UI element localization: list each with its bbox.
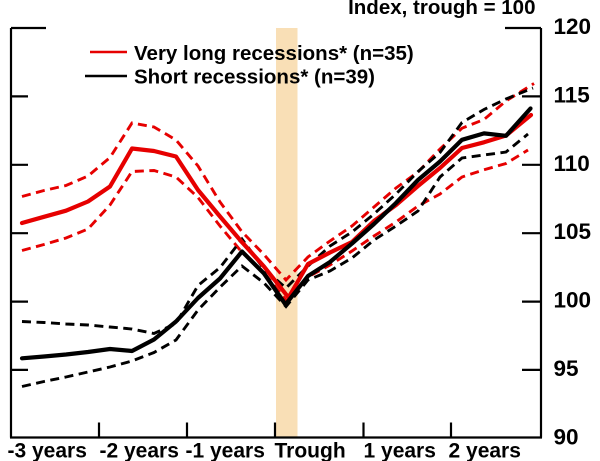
svg-text:Trough: Trough — [275, 440, 346, 461]
svg-text:-2 years: -2 years — [100, 440, 179, 461]
svg-text:110: 110 — [554, 151, 590, 176]
svg-text:95: 95 — [554, 356, 579, 381]
svg-text:115: 115 — [554, 82, 590, 107]
svg-text:1 years: 1 years — [364, 440, 436, 461]
svg-text:90: 90 — [554, 424, 579, 449]
svg-text:-1 years: -1 years — [186, 440, 265, 461]
svg-text:Index, trough = 100: Index, trough = 100 — [348, 0, 535, 19]
svg-text:Very long recessions* (n=35): Very long recessions* (n=35) — [134, 42, 414, 65]
svg-text:-3 years: -3 years — [8, 440, 87, 461]
svg-text:105: 105 — [554, 219, 592, 244]
svg-text:2 years: 2 years — [449, 440, 521, 461]
svg-text:120: 120 — [554, 14, 592, 39]
svg-text:Short recessions* (n=39): Short recessions* (n=39) — [134, 66, 375, 89]
svg-text:100: 100 — [554, 288, 592, 313]
